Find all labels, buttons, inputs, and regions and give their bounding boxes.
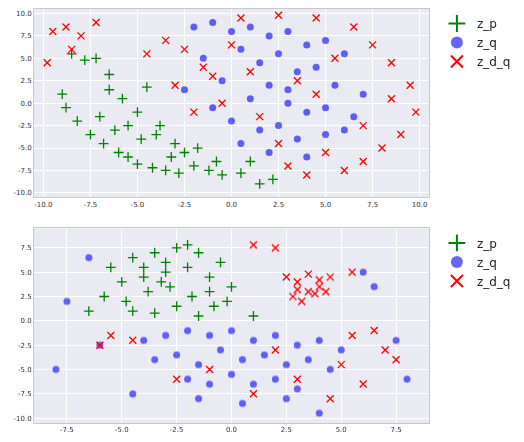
svg-text:0.0: 0.0 <box>226 201 237 209</box>
svg-text:-2.5: -2.5 <box>178 201 192 209</box>
svg-text:2.5: 2.5 <box>273 201 284 209</box>
svg-text:0.0: 0.0 <box>20 317 31 325</box>
svg-text:-7.5: -7.5 <box>18 167 32 175</box>
svg-text:-7.5: -7.5 <box>60 426 74 434</box>
svg-text:-10.0: -10.0 <box>13 189 31 197</box>
svg-text:0.0: 0.0 <box>226 426 237 434</box>
svg-text:-5.0: -5.0 <box>131 201 145 209</box>
svg-text:2.5: 2.5 <box>20 293 31 301</box>
svg-text:-2.5: -2.5 <box>170 426 184 434</box>
svg-text:0.0: 0.0 <box>20 100 31 108</box>
svg-text:-2.5: -2.5 <box>18 122 32 130</box>
svg-text:-2.5: -2.5 <box>18 342 32 350</box>
svg-text:-7.5: -7.5 <box>18 390 32 398</box>
svg-text:z_p: z_p <box>477 17 497 31</box>
svg-text:7.5: 7.5 <box>20 32 31 40</box>
svg-text:z_q: z_q <box>477 256 497 270</box>
svg-text:7.5: 7.5 <box>367 201 378 209</box>
svg-text:5.0: 5.0 <box>20 55 31 63</box>
svg-text:-10.0: -10.0 <box>34 201 52 209</box>
svg-text:z_p: z_p <box>477 237 497 251</box>
svg-text:z_d_q: z_d_q <box>477 275 511 289</box>
svg-text:z_d_q: z_d_q <box>477 55 511 69</box>
svg-text:-5.0: -5.0 <box>18 144 32 152</box>
svg-text:2.5: 2.5 <box>20 77 31 85</box>
svg-text:-10.0: -10.0 <box>13 415 31 423</box>
svg-text:7.5: 7.5 <box>391 426 402 434</box>
svg-text:2.5: 2.5 <box>281 426 292 434</box>
svg-text:z_q: z_q <box>477 36 497 50</box>
svg-text:5.0: 5.0 <box>336 426 347 434</box>
svg-text:-7.5: -7.5 <box>84 201 98 209</box>
svg-text:10.0: 10.0 <box>412 201 428 209</box>
svg-text:7.5: 7.5 <box>20 244 31 252</box>
svg-text:5.0: 5.0 <box>20 269 31 277</box>
svg-text:5.0: 5.0 <box>320 201 331 209</box>
svg-text:-5.0: -5.0 <box>18 366 32 374</box>
svg-text:10.0: 10.0 <box>16 10 32 18</box>
svg-text:-5.0: -5.0 <box>115 426 129 434</box>
